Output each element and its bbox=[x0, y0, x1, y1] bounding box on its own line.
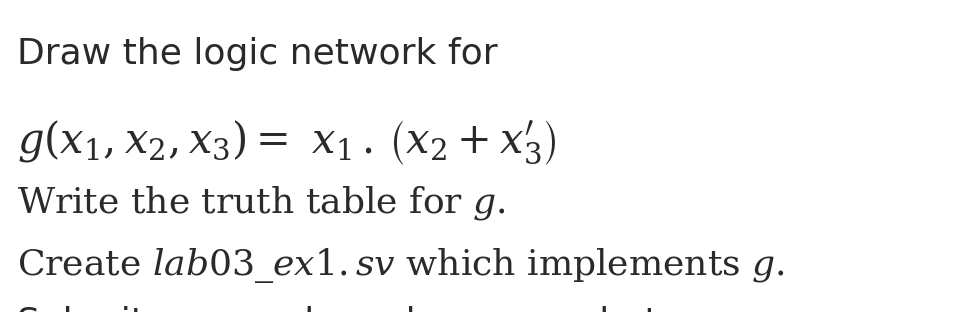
Text: Submit your code and a screenshot: Submit your code and a screenshot bbox=[17, 306, 659, 312]
Text: $\mathrm{Write\ the\ truth\ table\ for\ }g\mathrm{.}$: $\mathrm{Write\ the\ truth\ table\ for\ … bbox=[17, 184, 506, 222]
Text: $\mathrm{Create\ }\mathit{lab03\_ex1.sv}\mathrm{\ which\ implements\ }g\mathrm{.: $\mathrm{Create\ }\mathit{lab03\_ex1.sv}… bbox=[17, 246, 785, 285]
Text: $g\left(x_1, x_2, x_3\right) = \ x_1\,.\,\left(x_2 + x_3'\right)$: $g\left(x_1, x_2, x_3\right) = \ x_1\,.\… bbox=[17, 119, 557, 168]
Text: Draw the logic network for: Draw the logic network for bbox=[17, 37, 499, 71]
